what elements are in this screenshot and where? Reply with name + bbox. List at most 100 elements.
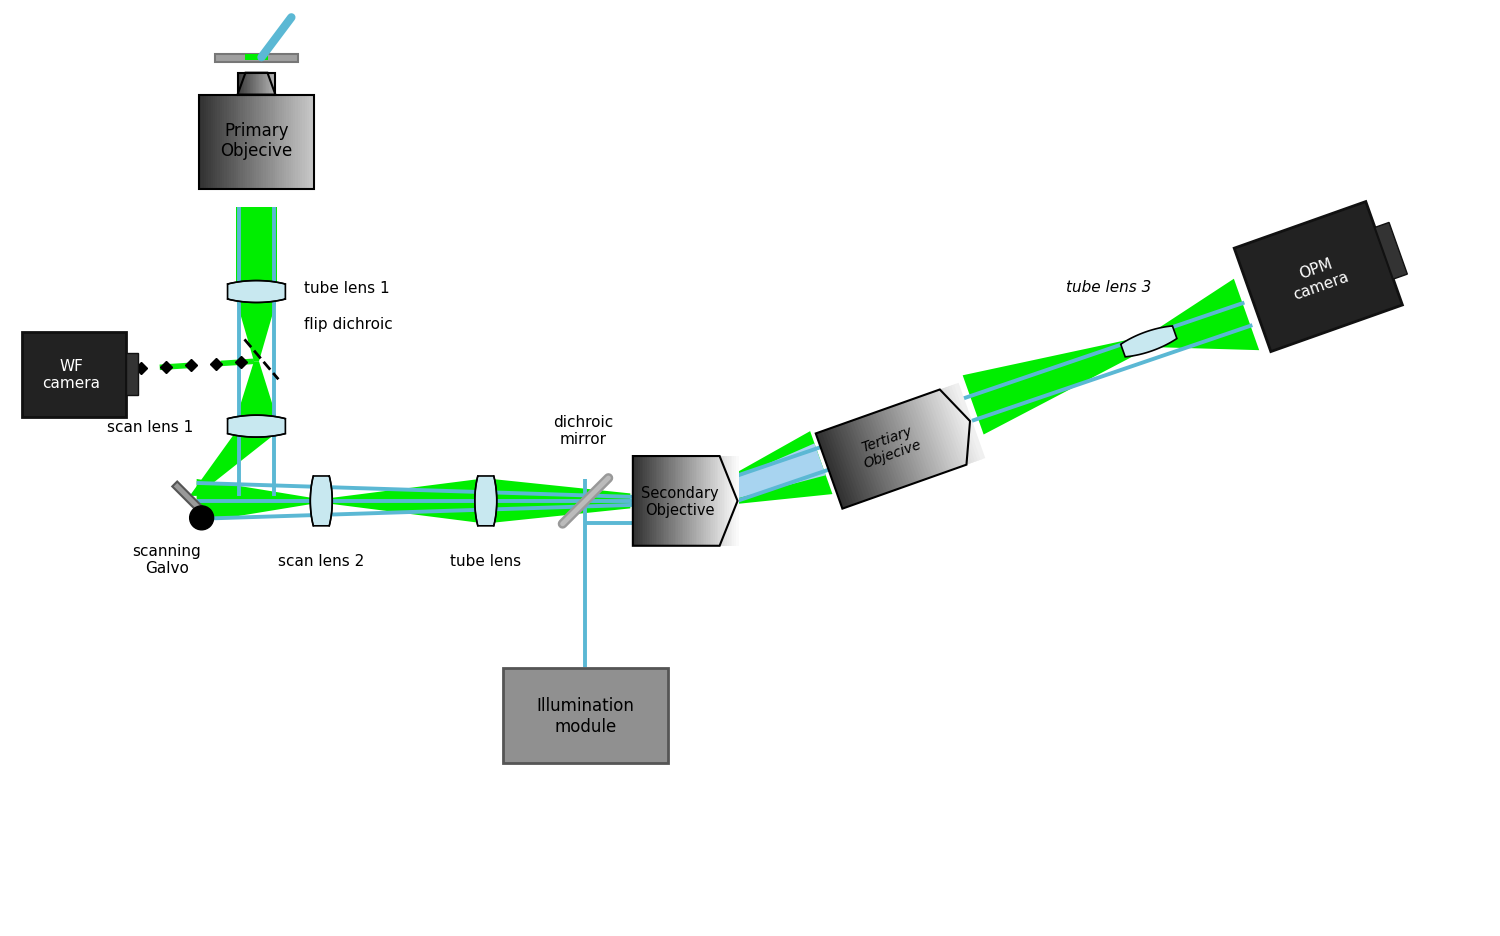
Bar [663, 457, 666, 547]
Bar [242, 74, 243, 95]
Bar [274, 74, 276, 95]
Bar [645, 457, 648, 547]
Bar [238, 74, 242, 95]
Bar [699, 457, 702, 547]
Bar [274, 74, 276, 95]
Bar [636, 457, 639, 547]
Bar [251, 74, 254, 95]
Bar [284, 95, 288, 190]
Polygon shape [1376, 223, 1407, 280]
Bar [244, 74, 248, 95]
Text: tube lens 3: tube lens 3 [1066, 279, 1152, 294]
Bar [291, 95, 294, 190]
Polygon shape [915, 398, 946, 475]
Polygon shape [938, 389, 969, 466]
Bar [244, 95, 249, 190]
Bar [296, 95, 298, 190]
Bar [728, 457, 730, 547]
Bar [237, 74, 240, 95]
Bar [642, 457, 645, 547]
Bar [503, 668, 668, 763]
Polygon shape [839, 424, 870, 501]
Polygon shape [310, 476, 332, 526]
Bar [252, 95, 255, 190]
Bar [261, 95, 264, 190]
Bar [200, 95, 202, 190]
Bar [21, 332, 126, 417]
Bar [214, 95, 219, 190]
Polygon shape [476, 476, 496, 526]
Bar [286, 95, 290, 190]
Bar [242, 74, 244, 95]
Bar [243, 74, 244, 95]
Bar [231, 95, 234, 190]
Polygon shape [942, 388, 974, 464]
Bar [684, 457, 686, 547]
Bar [249, 74, 252, 95]
Bar [309, 95, 312, 190]
Polygon shape [698, 431, 832, 508]
Bar [270, 74, 272, 95]
Bar [304, 95, 307, 190]
Bar [258, 74, 261, 95]
Circle shape [189, 506, 213, 531]
Polygon shape [897, 403, 928, 480]
Bar [730, 457, 734, 547]
Polygon shape [827, 429, 858, 505]
Bar [644, 457, 646, 547]
Bar [734, 457, 736, 547]
Bar [648, 457, 651, 547]
Bar [251, 74, 252, 95]
Polygon shape [890, 406, 921, 483]
Bar [717, 457, 720, 547]
Bar [240, 74, 242, 95]
Bar [722, 457, 724, 547]
Bar [254, 74, 255, 95]
Bar [243, 95, 246, 190]
Text: dichroic
mirror: dichroic mirror [554, 415, 614, 446]
Bar [260, 74, 261, 95]
Polygon shape [920, 395, 951, 472]
Bar [664, 457, 668, 547]
Bar [262, 74, 264, 95]
Bar [266, 74, 267, 95]
Bar [279, 95, 282, 190]
Polygon shape [886, 407, 918, 484]
Bar [676, 457, 680, 547]
Bar [303, 95, 306, 190]
Polygon shape [948, 386, 980, 462]
Bar [681, 457, 684, 547]
Bar [288, 95, 292, 190]
Polygon shape [196, 479, 315, 523]
Bar [669, 457, 672, 547]
Bar [248, 95, 250, 190]
Text: OPM
camera: OPM camera [1286, 253, 1352, 302]
Polygon shape [912, 399, 944, 475]
Polygon shape [172, 482, 211, 520]
Bar [243, 74, 246, 95]
Bar [206, 95, 210, 190]
Bar [213, 95, 216, 190]
Polygon shape [864, 416, 895, 492]
Bar [268, 74, 270, 95]
Bar [711, 457, 714, 547]
Polygon shape [816, 432, 848, 509]
Bar [726, 457, 728, 547]
Text: scan lens 2: scan lens 2 [278, 553, 364, 568]
Bar [702, 457, 705, 547]
Bar [225, 95, 228, 190]
Bar [268, 74, 270, 95]
Polygon shape [492, 479, 630, 523]
Bar [270, 74, 272, 95]
Bar [238, 74, 240, 95]
Bar [666, 457, 669, 547]
Bar [680, 457, 682, 547]
Bar [712, 457, 716, 547]
Polygon shape [871, 413, 903, 490]
Text: Tertiary
Objecive: Tertiary Objecive [856, 422, 922, 471]
Bar [700, 457, 703, 547]
Bar [297, 95, 302, 190]
Polygon shape [189, 432, 278, 496]
Bar [651, 457, 652, 547]
Bar [633, 457, 636, 547]
